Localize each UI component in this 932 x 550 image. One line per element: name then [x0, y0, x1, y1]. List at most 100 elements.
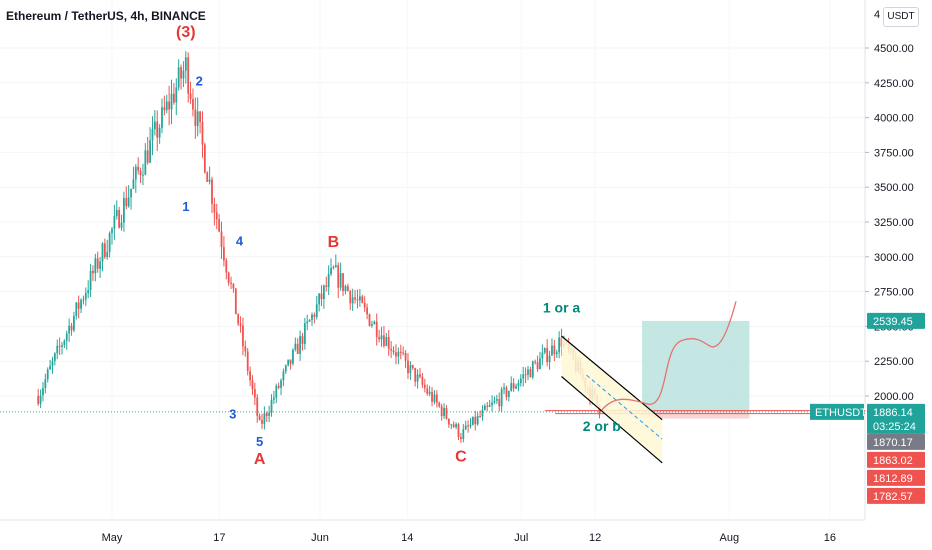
candle-body	[77, 302, 80, 309]
candle-body	[58, 345, 61, 347]
candle-body	[223, 247, 225, 261]
candle-body	[280, 380, 282, 388]
candle-body	[445, 407, 448, 419]
candle-body	[380, 335, 383, 340]
candle-body	[56, 345, 59, 354]
candle-body	[258, 415, 261, 421]
candle-body	[467, 425, 469, 427]
current-price-label: 1886.14	[873, 407, 913, 419]
candle-body	[349, 290, 352, 304]
candle-body	[211, 179, 213, 204]
candle-body	[65, 333, 68, 341]
candle-body	[534, 361, 537, 363]
candle-body	[416, 374, 419, 382]
candle-body	[438, 402, 441, 407]
candle-body	[419, 374, 421, 377]
candle-body	[510, 383, 513, 391]
candle-body	[342, 273, 344, 291]
price-tick-label: 4	[874, 9, 880, 21]
candle-body	[395, 352, 397, 357]
price-tag-label: 1870.17	[873, 437, 913, 449]
candle-body	[409, 365, 412, 374]
current-price-tag: 1886.14 03:25:24	[867, 403, 925, 434]
candle-body	[173, 93, 175, 103]
candle-body	[301, 336, 304, 344]
candle-body	[137, 166, 140, 171]
candle-body	[139, 170, 142, 176]
candle-body	[527, 369, 529, 375]
candle-body	[435, 394, 438, 403]
candle-body	[375, 321, 378, 338]
candle-body	[51, 360, 54, 366]
candle-body	[519, 378, 522, 384]
candle-body	[192, 99, 194, 110]
candle-body	[361, 296, 364, 303]
countdown-label: 03:25:24	[873, 421, 916, 433]
candle-body	[277, 385, 280, 388]
time-tick-label: 16	[824, 532, 836, 544]
candle-body	[303, 323, 306, 344]
price-tick-label: 3250.00	[874, 217, 914, 229]
time-tick-label: Aug	[720, 532, 740, 544]
candle-body	[548, 355, 551, 363]
candle-body	[493, 400, 496, 403]
candle-body	[184, 57, 187, 71]
candle-body	[165, 101, 168, 111]
price-tick-label: 3000.00	[874, 252, 914, 264]
time-tick-label: Jul	[514, 532, 528, 544]
candle-body	[311, 314, 313, 321]
candle-body	[498, 399, 501, 407]
candle-body	[368, 314, 371, 326]
channel-mid-line	[586, 374, 663, 440]
red-price-tag: 1782.57	[867, 487, 925, 504]
red-price-tag: 1812.89	[867, 469, 925, 486]
candle-body	[483, 405, 486, 411]
price-tag-label: 1863.02	[873, 455, 913, 467]
candle-body	[543, 348, 546, 353]
candle-body	[261, 420, 263, 424]
candle-body	[208, 179, 211, 182]
projection-layer	[601, 301, 737, 411]
candle-body	[239, 323, 242, 326]
candle-body	[443, 407, 445, 417]
candle-body	[237, 314, 240, 324]
candle-body	[230, 282, 232, 284]
currency-button[interactable]: USDT	[883, 7, 919, 27]
candle-body	[486, 405, 489, 407]
price-tags: 2539.45 ETHUSDT 1886.14 03:25:24 1870.17 1863…	[810, 312, 925, 504]
candle-body	[101, 243, 104, 262]
candle-body	[378, 337, 381, 340]
candlesticks	[37, 51, 601, 443]
candle-body	[299, 336, 301, 354]
price-tag-bg	[867, 433, 925, 450]
candle-body	[551, 345, 553, 356]
candle-body	[265, 413, 268, 416]
candle-body	[296, 343, 299, 354]
price-tag-bg	[867, 451, 925, 468]
candle-body	[284, 365, 287, 372]
candle-body	[156, 121, 159, 138]
candle-body	[127, 197, 130, 207]
candle-body	[144, 150, 147, 175]
candle-body	[270, 399, 273, 413]
candle-body	[46, 369, 49, 380]
candle-body	[94, 258, 97, 274]
wave-label: 2 or b	[583, 418, 621, 434]
candle-body	[132, 179, 135, 189]
candle-body	[92, 270, 94, 274]
candle-body	[187, 57, 190, 94]
candle-body	[337, 265, 340, 288]
stop-zone	[642, 411, 750, 419]
candle-body	[356, 299, 359, 301]
candle-body	[455, 424, 457, 428]
candle-body	[201, 122, 204, 145]
price-tick-label: 4500.00	[874, 43, 914, 55]
candle-body	[313, 314, 316, 318]
candle-body	[517, 383, 520, 387]
price-tick-label: 3750.00	[874, 147, 914, 159]
candle-body	[82, 299, 85, 301]
price-tag-bg	[867, 487, 925, 504]
candle-body	[234, 288, 237, 315]
candle-body	[491, 402, 493, 406]
